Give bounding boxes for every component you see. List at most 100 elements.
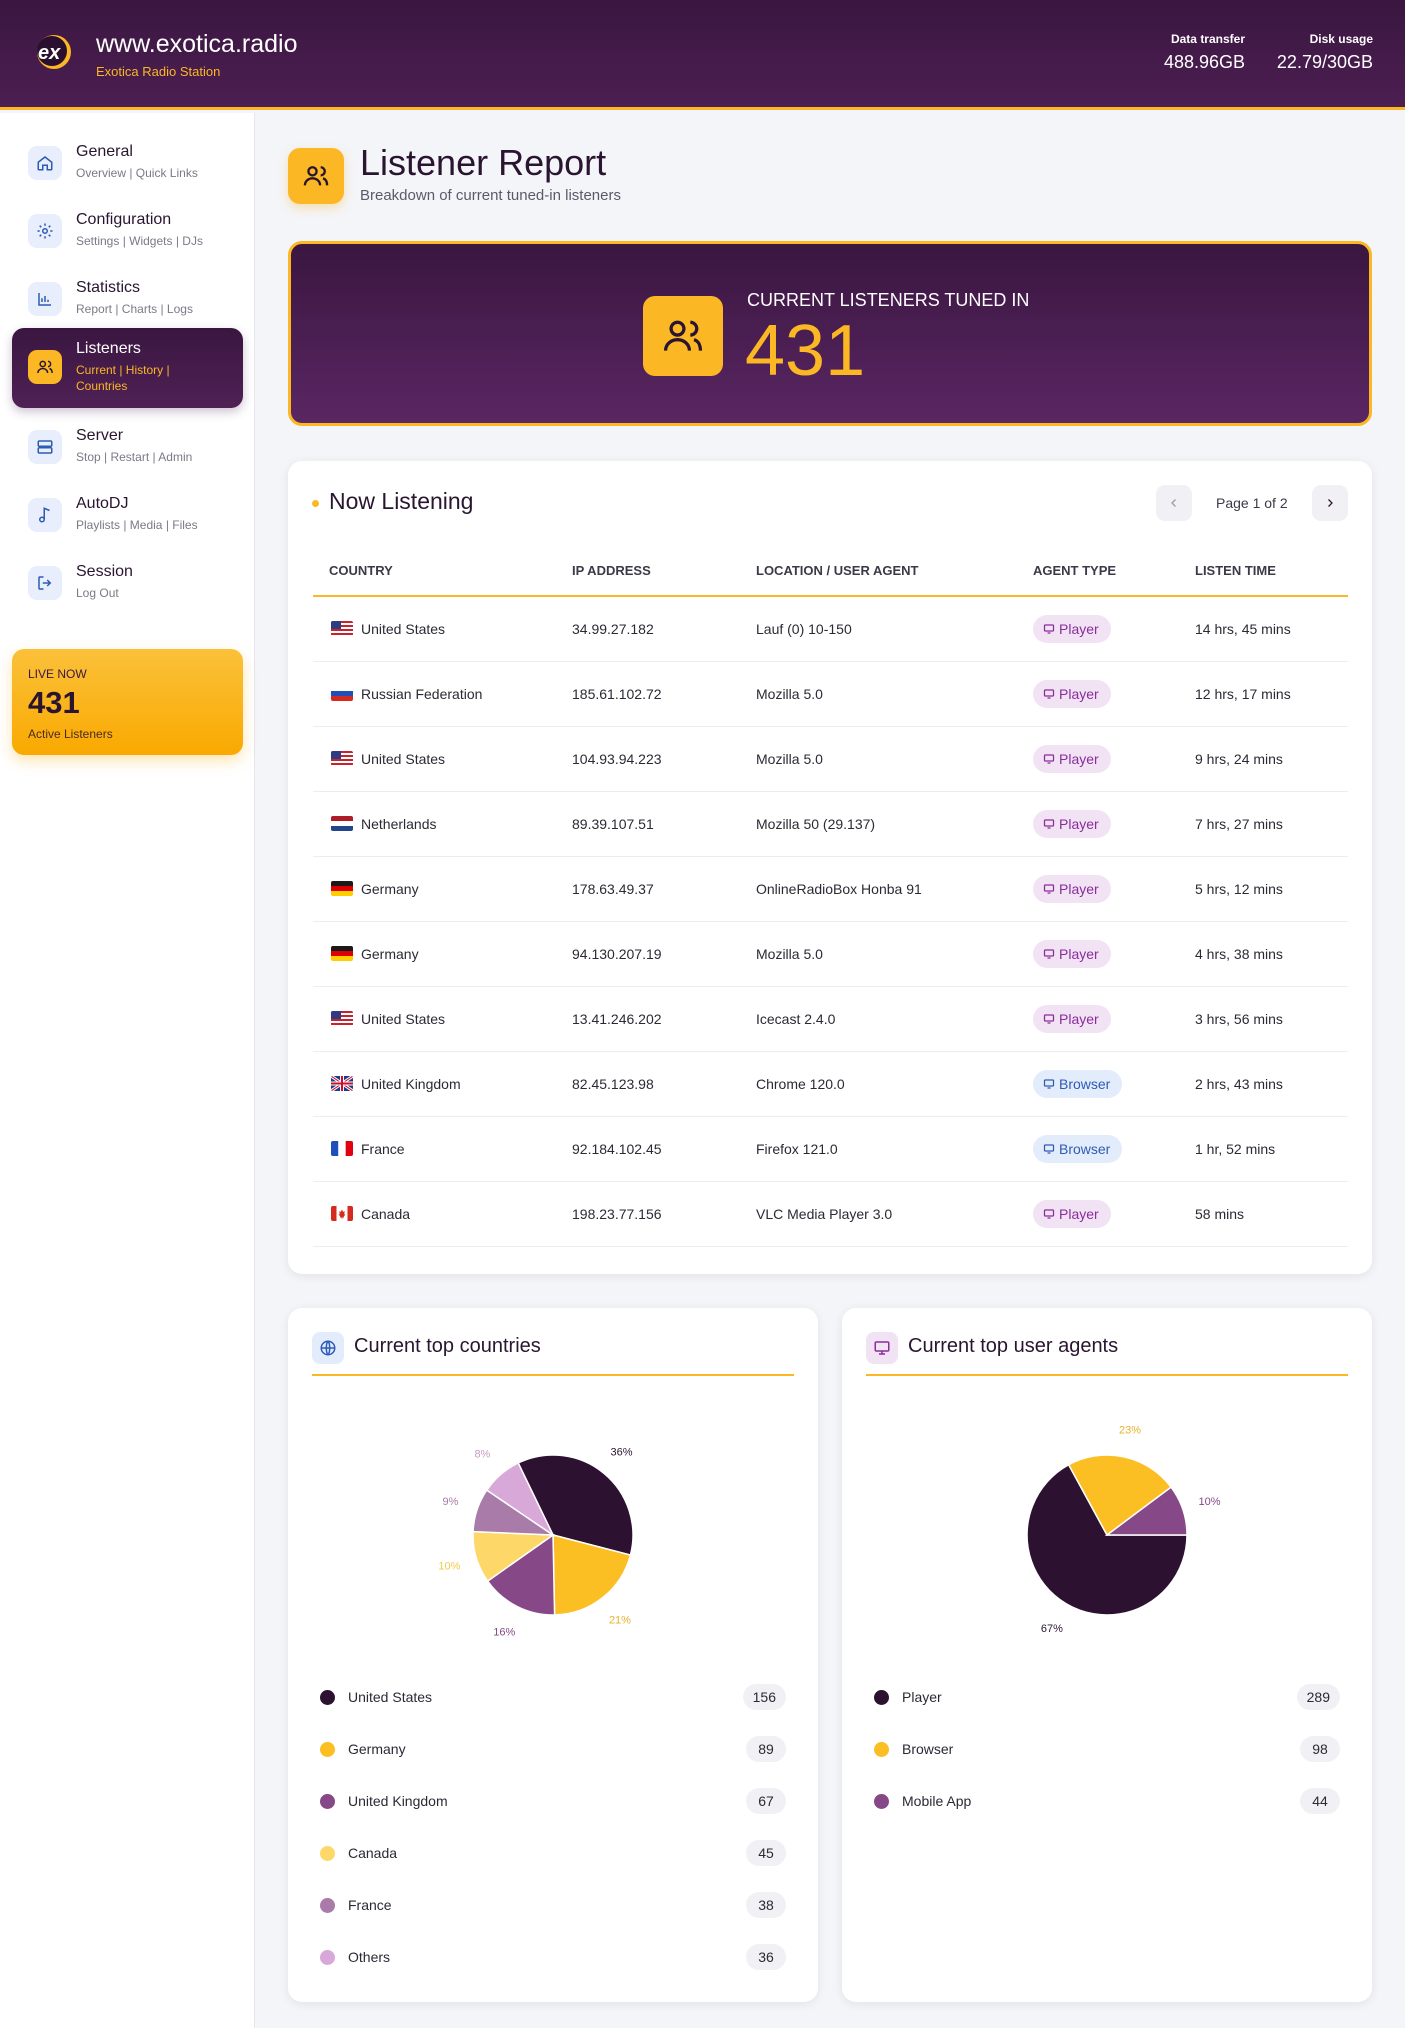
- agent-type-badge: Player: [1033, 1200, 1111, 1228]
- legend-item[interactable]: Mobile App 44: [866, 1784, 1348, 1818]
- de-flag-icon: [331, 946, 353, 961]
- legend-item[interactable]: United States 156: [312, 1680, 794, 1714]
- legend-label: Germany: [348, 1741, 406, 1757]
- top-user-agents-title: Current top user agents: [908, 1335, 1119, 1357]
- pie-slice[interactable]: [486, 1533, 556, 1616]
- sidebar-item-general[interactable]: General Overview | Quick Links: [12, 133, 243, 191]
- table-row[interactable]: Russian Federation 185.61.102.72 Mozilla 5…: [313, 662, 1348, 727]
- sidebar-item-sublinks: Stop | Restart | Admin: [76, 450, 193, 464]
- sidebar-item-session[interactable]: Session Log Out: [12, 553, 243, 611]
- ip-cell: 185.61.102.72: [572, 686, 662, 702]
- sidebar-item-label: Session: [76, 563, 133, 580]
- player-icon: [1043, 949, 1055, 959]
- user-agent-cell: Mozilla 5.0: [756, 686, 823, 702]
- legend-item[interactable]: Browser 98: [866, 1732, 1348, 1766]
- top-countries-title: Current top countries: [354, 1335, 541, 1357]
- player-icon: [1043, 1209, 1055, 1219]
- column-header[interactable]: COUNTRY: [329, 563, 393, 578]
- ip-cell: 198.23.77.156: [572, 1206, 662, 1222]
- table-row[interactable]: Germany 94.130.207.19 Mozilla 5.0 Player 4 h…: [313, 922, 1348, 987]
- pie-slice[interactable]: [485, 1461, 555, 1538]
- sidebar-item-autodj[interactable]: AutoDJ Playlists | Media | Files: [12, 485, 243, 543]
- previous-page-button[interactable]: [1156, 485, 1192, 521]
- legend-label: Canada: [348, 1845, 398, 1861]
- legend-item[interactable]: Player 289: [866, 1680, 1348, 1714]
- agent-type-badge: Player: [1033, 1005, 1111, 1033]
- us-flag-icon: [331, 1011, 353, 1026]
- pie-slice[interactable]: [1026, 1463, 1188, 1616]
- column-header[interactable]: AGENT TYPE: [1033, 563, 1117, 578]
- listen-time-cell: 7 hrs, 27 mins: [1195, 816, 1283, 832]
- column-header[interactable]: LOCATION / USER AGENT: [756, 563, 919, 578]
- pie-percent-label: 8%: [474, 1448, 490, 1460]
- sidebar-item-sublinks: Log Out: [76, 586, 119, 600]
- sidebar-item-sublinks: Overview | Quick Links: [76, 166, 198, 180]
- agent-type-badge: Browser: [1033, 1135, 1123, 1163]
- data-transfer-label: Data transfer: [1170, 32, 1245, 46]
- country-cell: United States: [361, 751, 446, 767]
- table-row[interactable]: United States 34.99.27.182 Lauf (0) 10-150…: [313, 597, 1348, 662]
- agent-type-badge: Player: [1033, 745, 1111, 773]
- data-transfer-value: 488.96GB: [1163, 52, 1245, 72]
- column-header[interactable]: IP ADDRESS: [572, 563, 651, 578]
- title-underline: [866, 1374, 1348, 1376]
- table-row[interactable]: France 92.184.102.45 Firefox 121.0 Browser 1…: [313, 1117, 1348, 1182]
- agent-type-badge: Player: [1033, 940, 1111, 968]
- pie-slice[interactable]: [1067, 1454, 1173, 1537]
- legend-item[interactable]: United Kingdom 67: [312, 1784, 794, 1818]
- player-icon: [1043, 624, 1055, 634]
- table-row[interactable]: Germany 178.63.49.37 OnlineRadioBox Honba …: [313, 857, 1348, 922]
- user-agent-cell: Mozilla 5.0: [756, 946, 823, 962]
- sidebar-item-listeners[interactable]: Listeners Current | History | Countries: [12, 328, 243, 408]
- users-icon: [643, 296, 723, 376]
- users-icon: [28, 350, 62, 384]
- player-icon: [1043, 1014, 1055, 1024]
- pie-slice[interactable]: [517, 1454, 634, 1556]
- table-row[interactable]: United States 104.93.94.223 Mozilla 5.0 Pla…: [313, 727, 1348, 792]
- country-cell: Canada: [361, 1206, 411, 1222]
- music-note-icon: [28, 498, 62, 532]
- table-header: COUNTRY IP ADDRESS LOCATION / USER AGENT…: [313, 561, 1348, 597]
- legend-item[interactable]: Canada 45: [312, 1836, 794, 1870]
- agent-type-badge: Player: [1033, 615, 1111, 643]
- legend-item[interactable]: Others 36: [312, 1940, 794, 1974]
- sidebar-item-statistics[interactable]: Statistics Report | Charts | Logs: [12, 269, 243, 327]
- agent-type-label: Browser: [1059, 1076, 1111, 1092]
- table-row[interactable]: Netherlands 89.39.107.51 Mozilla 50 (29.13…: [313, 792, 1348, 857]
- listen-time-cell: 3 hrs, 56 mins: [1195, 1011, 1283, 1027]
- next-page-button[interactable]: [1312, 485, 1348, 521]
- legend-label: United Kingdom: [348, 1793, 448, 1809]
- now-listening-card: Now Listening Page 1 of 2 COUNTRY IP ADD…: [288, 461, 1372, 1274]
- page-title: Listener Report: [360, 142, 607, 183]
- country-cell: United Kingdom: [361, 1076, 461, 1092]
- legend-item[interactable]: France 38: [312, 1888, 794, 1922]
- pie-slice[interactable]: [552, 1534, 632, 1616]
- country-cell: United States: [361, 621, 446, 637]
- table-row[interactable]: Canada 198.23.77.156 VLC Media Player 3.0 P…: [313, 1182, 1348, 1247]
- sidebar-item-sublinks: Playlists | Media | Files: [76, 518, 198, 532]
- legend-swatch: [320, 1794, 335, 1809]
- site-title[interactable]: www.exotica.radio: [96, 30, 298, 58]
- disk-usage-label: Disk usage: [1309, 32, 1373, 46]
- sidebar-item-label: Listeners: [76, 340, 141, 357]
- legend-count: 45: [746, 1840, 786, 1866]
- user-agent-cell: Mozilla 5.0: [756, 751, 823, 767]
- legend-item[interactable]: Germany 89: [312, 1732, 794, 1766]
- column-header[interactable]: LISTEN TIME: [1195, 563, 1276, 578]
- legend-count: 44: [1300, 1788, 1340, 1814]
- table-row[interactable]: United States 13.41.246.202 Icecast 2.4.0 P…: [313, 987, 1348, 1052]
- sidebar-item-server[interactable]: Server Stop | Restart | Admin: [12, 417, 243, 475]
- pie-slice[interactable]: [1104, 1486, 1188, 1536]
- gb-flag-icon: [331, 1076, 353, 1091]
- legend-label: Browser: [902, 1741, 954, 1757]
- us-flag-icon: [331, 751, 353, 766]
- country-cell: Germany: [361, 881, 419, 897]
- pie-percent-label: 10%: [438, 1560, 460, 1572]
- ip-cell: 104.93.94.223: [572, 751, 662, 767]
- ip-cell: 89.39.107.51: [572, 816, 654, 832]
- table-row[interactable]: United Kingdom 82.45.123.98 Chrome 120.0 Br…: [313, 1052, 1348, 1117]
- station-logo[interactable]: ex: [32, 32, 80, 72]
- user-agent-cell: Mozilla 50 (29.137): [756, 816, 876, 832]
- legend-count: 36: [746, 1944, 786, 1970]
- sidebar-item-configuration[interactable]: Configuration Settings | Widgets | DJs: [12, 201, 243, 259]
